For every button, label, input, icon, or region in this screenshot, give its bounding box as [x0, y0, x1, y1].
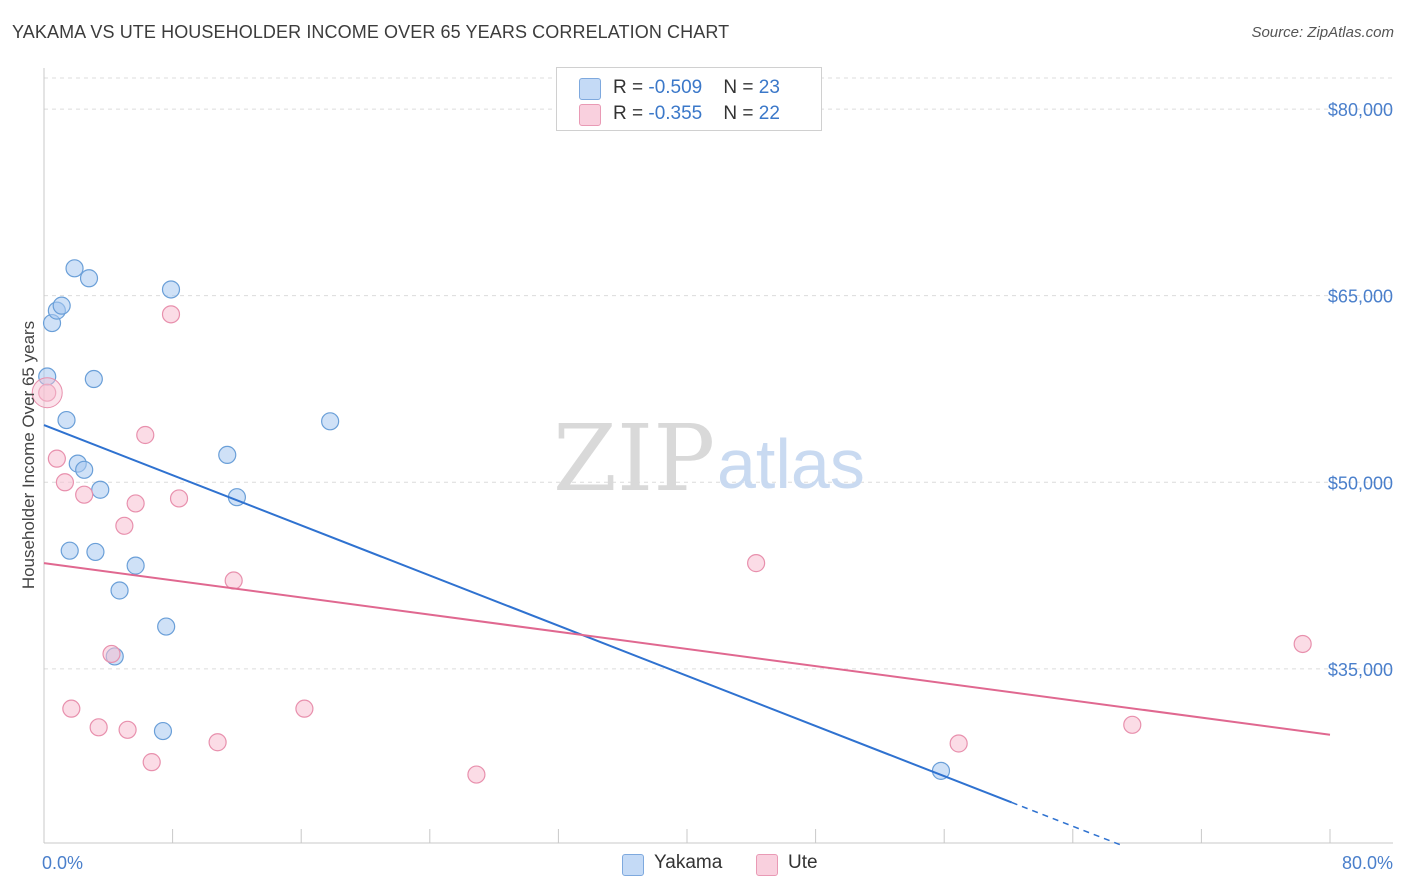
- yakama-point: [126, 556, 145, 575]
- ute-point: [142, 753, 161, 772]
- yakama-legend-swatch: [622, 854, 644, 876]
- legend-r-label: R =: [613, 77, 649, 98]
- ute-point: [118, 720, 137, 739]
- yakama-point: [91, 480, 110, 499]
- ute-point: [949, 734, 968, 753]
- yakama-trend-line: [43, 424, 1013, 804]
- yakama-point: [86, 542, 105, 562]
- yakama-point: [52, 296, 71, 315]
- axes: [43, 68, 1393, 844]
- trend-lines: [43, 424, 1331, 846]
- ute-point: [467, 765, 486, 784]
- ute-swatch: [579, 104, 601, 126]
- watermark-zip: ZIP: [553, 405, 715, 512]
- legend-r-value: -0.355: [648, 103, 703, 124]
- correlation-legend: R = -0.509 N = 23 R = -0.355 N = 22: [556, 67, 822, 131]
- ute-point: [1293, 634, 1312, 654]
- yakama-point: [218, 445, 237, 465]
- source-credit: Source: ZipAtlas.com: [1251, 24, 1394, 41]
- ute-point: [1123, 715, 1142, 734]
- yakama-trend-extension: [1011, 801, 1122, 846]
- yakama-point: [57, 410, 76, 430]
- ute-point: [102, 644, 121, 664]
- ute-point: [115, 516, 134, 535]
- legend-n-label: N =: [723, 77, 759, 98]
- ute-point: [62, 699, 81, 718]
- y-tick-label: $80,000: [1328, 100, 1393, 120]
- ute-point: [295, 699, 314, 718]
- yakama-point: [157, 617, 176, 636]
- data-points: [31, 259, 1312, 784]
- ute-point: [55, 473, 74, 492]
- x-tick-label: 0.0%: [42, 853, 83, 873]
- ute-point: [75, 485, 94, 504]
- watermark-atlas: atlas: [717, 425, 865, 503]
- legend-n-value: 23: [758, 77, 780, 98]
- ute-legend-swatch: [756, 854, 778, 876]
- yakama-point: [79, 269, 99, 288]
- x-tick-label: 80.0%: [1342, 853, 1393, 873]
- yakama-point: [60, 541, 79, 560]
- ute-point: [747, 554, 766, 573]
- yakama-point: [161, 280, 181, 299]
- ute-point: [224, 571, 243, 590]
- ute-point: [136, 425, 155, 445]
- grid-lines: [44, 77, 1393, 670]
- yakama-point: [153, 721, 173, 741]
- legend-r-label: R =: [613, 103, 649, 124]
- y-axis-label: Householder Income Over 65 years: [19, 321, 38, 589]
- yakama-point: [84, 369, 103, 389]
- legend-n-label: N =: [723, 103, 759, 124]
- legend-r-value: -0.509: [648, 77, 703, 98]
- y-tick-label: $35,000: [1328, 660, 1393, 680]
- yakama-point: [75, 460, 94, 479]
- ute-legend-label: Ute: [788, 852, 818, 873]
- ute-point: [47, 449, 66, 468]
- watermark: ZIP atlas: [553, 405, 865, 512]
- tick-labels: $35,000 $50,000 $65,000 $80,000 0.0% 80.0%: [42, 100, 1393, 873]
- ute-point: [31, 377, 63, 409]
- ute-point: [208, 733, 227, 752]
- y-tick-label: $50,000: [1328, 473, 1393, 493]
- yakama-point: [110, 581, 129, 600]
- ute-trend-line: [43, 562, 1331, 736]
- yakama-point: [65, 259, 84, 278]
- ute-point: [161, 305, 181, 324]
- ute-point: [38, 383, 57, 402]
- ute-point: [169, 489, 189, 508]
- chart-title: YAKAMA VS UTE HOUSEHOLDER INCOME OVER 65…: [12, 22, 730, 42]
- yakama-swatch: [579, 78, 601, 100]
- ute-point: [89, 718, 108, 737]
- yakama-legend-label: Yakama: [654, 852, 723, 873]
- legend-n-value: 22: [758, 103, 780, 124]
- yakama-point: [321, 412, 340, 431]
- y-tick-label: $65,000: [1328, 287, 1393, 307]
- ute-point: [126, 494, 145, 513]
